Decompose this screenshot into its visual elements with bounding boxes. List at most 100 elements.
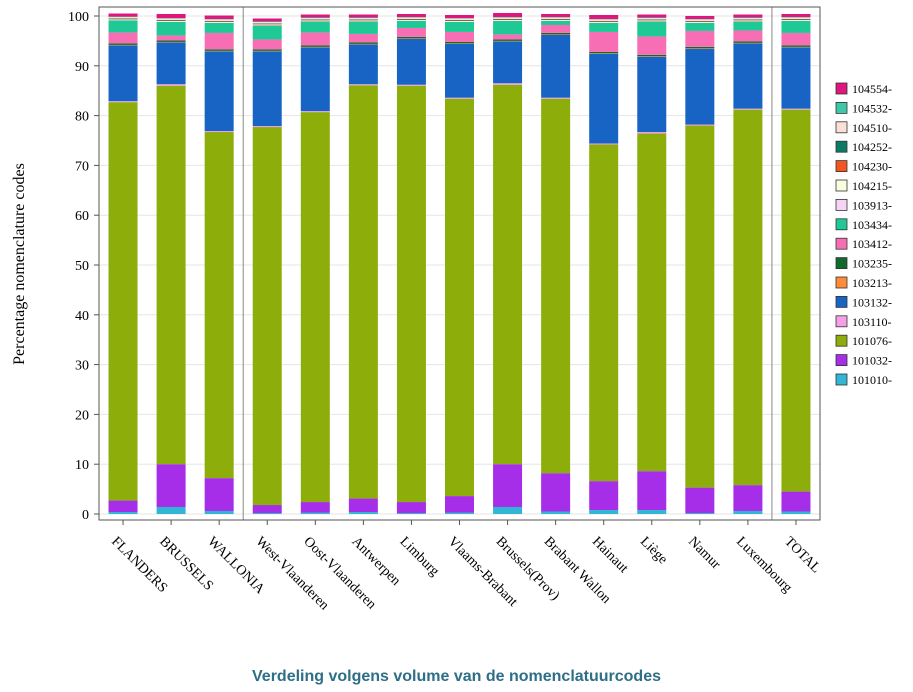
bar-segment: [685, 487, 715, 514]
legend-swatch: [835, 257, 848, 270]
bar-segment: [781, 108, 811, 110]
bar-segment: [493, 34, 523, 40]
legend-swatch: [835, 121, 848, 134]
bar-segment: [204, 131, 234, 133]
bar-stack: [637, 14, 667, 514]
bar-stack: [396, 14, 426, 514]
legend-item: 101076-: [835, 334, 892, 348]
bar-segment: [685, 124, 715, 126]
legend-swatch: [835, 373, 848, 386]
bar-segment: [156, 14, 186, 18]
bar-segment: [589, 51, 619, 54]
legend-item: 104252-: [835, 140, 892, 154]
bar-segment: [252, 18, 282, 22]
bar-segment: [637, 132, 667, 134]
bar-segment: [445, 21, 474, 32]
bar-stack: [493, 13, 523, 514]
bar-segment: [108, 500, 138, 513]
bar-segment: [348, 85, 378, 499]
bar-segment: [541, 98, 571, 474]
x-tick-label: Liège: [637, 534, 670, 567]
bar-segment: [108, 13, 138, 17]
bar-segment: [300, 14, 330, 18]
y-axis-label: Percentage nomenclature codes: [11, 163, 28, 365]
legend-label: 101076-: [852, 334, 892, 348]
y-tick-label: 20: [75, 408, 89, 423]
bar-segment: [252, 21, 282, 24]
bar-segment: [493, 20, 523, 35]
legend-swatch: [835, 354, 848, 367]
bar-segment: [541, 511, 571, 514]
bar-stack: [156, 14, 186, 514]
x-tick-label: Hainaut: [589, 534, 631, 576]
bar-segment: [300, 112, 330, 503]
bar-segment: [541, 24, 571, 33]
bar-segment: [685, 22, 715, 31]
bar-segment: [348, 14, 378, 18]
bar-segment: [781, 20, 811, 33]
x-tick-label: Namur: [685, 534, 723, 572]
bar-segment: [685, 48, 715, 125]
bar-segment: [733, 43, 763, 109]
bar-segment: [685, 46, 715, 49]
bar-segment: [252, 505, 282, 514]
legend-swatch: [835, 198, 848, 211]
bar-segment: [396, 27, 426, 37]
legend-item: 103213-: [835, 276, 892, 290]
legend-item: 101010-: [835, 373, 892, 387]
bar-segment: [108, 101, 138, 103]
legend-label: 103235-: [852, 257, 892, 271]
bar-segment: [781, 14, 811, 17]
bar-segment: [300, 111, 330, 113]
bar-segment: [156, 42, 186, 85]
bar-segment: [589, 15, 619, 19]
bar-segment: [493, 13, 523, 17]
legend-item: 103913-: [835, 198, 892, 212]
bar-segment: [348, 512, 378, 514]
legend-label: 103913-: [852, 198, 892, 212]
legend-label: 101010-: [852, 373, 892, 387]
bar-segment: [733, 17, 763, 20]
bar-segment: [348, 498, 378, 513]
bar-segment: [348, 33, 378, 43]
y-tick-label: 50: [75, 259, 89, 274]
legend-label: 103213-: [852, 276, 892, 290]
legend-item: 101032-: [835, 354, 892, 368]
bar-segment: [733, 511, 763, 514]
legend-label: 104510-: [852, 121, 892, 135]
bar-segment: [445, 43, 474, 98]
bar-segment: [493, 464, 523, 508]
bar-segment: [252, 25, 282, 40]
bar-segment: [204, 22, 234, 33]
legend-item: 103110-: [835, 315, 892, 329]
bar-segment: [685, 513, 715, 514]
bar-segment: [300, 21, 330, 33]
bar-segment: [108, 45, 138, 102]
bar-segment: [156, 507, 186, 514]
bar-segment: [300, 47, 330, 112]
bar-segment: [156, 18, 186, 20]
bar-stacks: [108, 13, 811, 514]
bar-segment: [685, 16, 715, 19]
y-tick-label: 60: [75, 209, 89, 224]
bar-segment: [685, 19, 715, 21]
bar-segment: [300, 502, 330, 513]
bar-stack: [108, 13, 138, 514]
y-tick-label: 0: [82, 508, 89, 523]
legend-swatch: [835, 315, 848, 328]
bar-segment: [445, 98, 474, 497]
bar-segment: [396, 85, 426, 503]
bar-stack: [589, 15, 619, 514]
legend-item: 104215-: [835, 179, 892, 193]
bar-segment: [204, 19, 234, 21]
bar-segment: [204, 49, 234, 51]
bar-segment: [637, 471, 667, 511]
legend-item: 104510-: [835, 121, 892, 135]
bar-segment: [348, 17, 378, 20]
bar-segment: [252, 39, 282, 50]
bar-segment: [781, 491, 811, 512]
chart-caption: Verdeling volgens volume van de nomencla…: [252, 668, 661, 685]
bar-segment: [204, 132, 234, 479]
legend-swatch: [835, 218, 848, 231]
